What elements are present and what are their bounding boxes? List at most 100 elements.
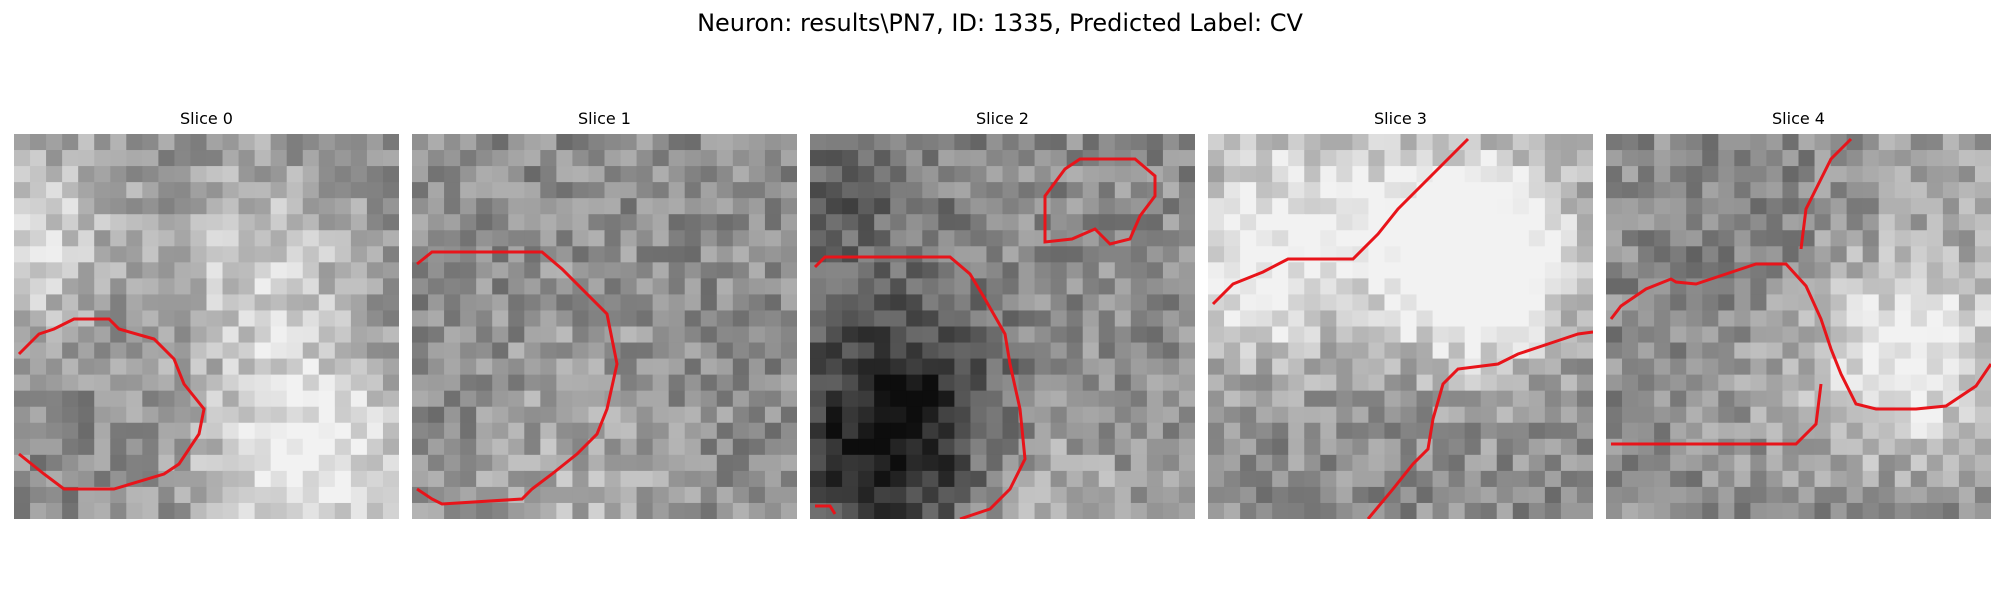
pixel-cell [1224,310,1241,327]
pixel-cell [238,438,256,456]
pixel-cell [1638,166,1655,183]
pixel-cell [1606,374,1623,392]
pixel-cell [1718,246,1735,263]
pixel-cell [858,454,875,472]
pixel-cell [1560,406,1578,424]
pixel-cell [1846,166,1864,183]
pixel-cell [476,134,493,151]
pixel-cell [1130,150,1148,167]
pixel-cell [1750,358,1767,376]
pixel-cell [206,262,224,279]
pixel-cell [1958,214,1976,231]
pixel-cell [668,294,686,311]
pixel-cell [1320,150,1337,167]
pixel-cell [1830,486,1848,504]
pixel-cell [572,502,589,519]
pixel-cell [652,246,670,263]
pixel-cell [700,438,718,456]
pixel-cell [1178,134,1195,151]
pixel-cell [1576,470,1593,488]
pixel-cell [684,166,702,183]
pixel-cell [1130,246,1148,263]
pixel-cell [366,454,384,472]
pixel-cell [1910,390,1928,408]
pixel-cell [1146,134,1164,151]
pixel-cell [14,406,31,424]
pixel-cell [1082,374,1100,392]
pixel-cell [1958,486,1976,504]
pixel-cell [556,246,573,263]
pixel-cell [588,326,605,344]
pixel-cell [1368,182,1385,199]
pixel-cell [1766,230,1783,247]
pixel-cell [1862,406,1880,424]
pixel-cell [890,230,907,247]
pixel-cell [444,134,461,151]
pixel-cell [1654,198,1671,215]
pixel-cell [334,182,352,199]
pixel-cell [748,230,766,247]
pixel-cell [302,246,320,263]
pixel-cell [460,278,477,295]
pixel-cell [382,310,399,327]
pixel-cell [110,470,127,488]
pixel-cell [970,310,987,327]
pixel-cell [476,310,493,327]
pixel-cell [652,470,670,488]
pixel-cell [1670,342,1687,360]
pixel-cell [1400,294,1418,311]
pixel-cell [1846,262,1864,279]
pixel-cell [302,182,320,199]
pixel-cell [142,342,159,360]
pixel-cell [1750,230,1767,247]
pixel-cell [700,262,718,279]
pixel-cell [700,470,718,488]
pixel-cell [428,422,445,440]
pixel-cell [14,278,31,295]
pixel-cell [1384,390,1401,408]
pixel-cell [1098,262,1116,279]
pixel-cell [1130,422,1148,440]
pixel-cell [938,390,955,408]
pixel-cell [1830,182,1848,199]
pixel-cell [524,246,541,263]
pixel-cell [1560,502,1578,519]
pixel-cell [1894,166,1912,183]
pixel-cell [700,310,718,327]
pixel-cell [460,406,477,424]
pixel-cell [1766,486,1783,504]
pixel-cell [524,422,541,440]
pixel-cell [1098,198,1116,215]
pixel-cell [1846,422,1864,440]
pixel-cell [858,150,875,167]
pixel-cell [14,438,31,456]
pixel-cell [1034,358,1052,376]
pixel-cell [1464,294,1482,311]
pixel-cell [906,166,923,183]
pixel-cell [858,342,875,360]
pixel-cell [1240,390,1257,408]
pixel-cell [1782,294,1799,311]
pixel-cell [238,358,256,376]
pixel-cell [556,134,573,151]
pixel-cell [732,278,750,295]
slice-panel-3: Slice 3 [1208,108,1593,519]
pixel-cell [874,310,891,327]
pixel-cell [1288,150,1305,167]
pixel-cell [1654,182,1671,199]
pixel-cell [954,294,971,311]
pixel-cell [1894,470,1912,488]
pixel-cell [652,390,670,408]
pixel-cell [238,486,256,504]
pixel-cell [874,278,891,295]
pixel-cell [1034,294,1052,311]
pixel-cell [1384,374,1401,392]
pixel-cell [1400,134,1418,151]
pixel-cell [1942,246,1960,263]
pixel-cell [970,214,987,231]
pixel-cell [1130,486,1148,504]
pixel-cell [1368,262,1385,279]
pixel-cell [1942,262,1960,279]
pixel-cell [1798,310,1816,327]
pixel-cell [1384,262,1401,279]
